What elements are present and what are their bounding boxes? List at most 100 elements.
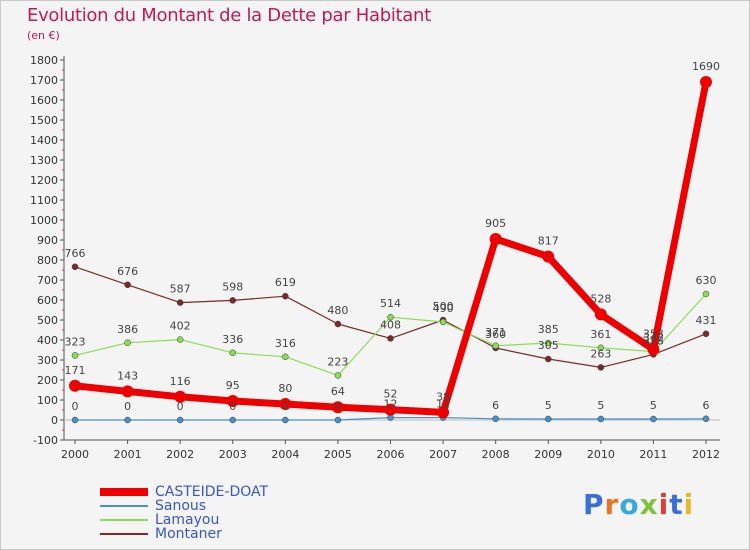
- data-point: [334, 320, 342, 328]
- data-point: [650, 415, 657, 423]
- data-label: 5: [597, 399, 604, 412]
- data-point: [387, 335, 394, 342]
- data-point: [492, 342, 499, 350]
- data-label: 12: [436, 398, 450, 411]
- data-label: 480: [327, 304, 348, 317]
- data-point: [387, 313, 394, 321]
- y-tick-label: 1700: [30, 74, 58, 87]
- data-point: [279, 398, 292, 410]
- data-point: [226, 395, 239, 407]
- data-point: [71, 352, 79, 359]
- data-point: [489, 233, 502, 245]
- data-label: 5: [545, 399, 552, 412]
- x-tick-label: 2005: [324, 448, 352, 461]
- data-label: 386: [117, 323, 138, 336]
- data-label: 514: [380, 297, 401, 310]
- data-point: [545, 339, 552, 347]
- y-tick-label: 1100: [30, 194, 58, 207]
- data-point: [702, 330, 710, 338]
- chart-subtitle: (en €): [27, 29, 60, 42]
- data-label: 619: [275, 276, 296, 289]
- x-tick-label: 2008: [482, 448, 510, 461]
- data-label: 64: [331, 385, 345, 398]
- data-label: 0: [72, 400, 79, 413]
- data-label: 323: [65, 335, 86, 348]
- legend-swatch-lamayou: [100, 519, 148, 521]
- data-point: [71, 416, 79, 424]
- data-label: 143: [117, 369, 138, 382]
- data-point: [545, 415, 552, 423]
- data-label: 171: [65, 364, 86, 377]
- x-tick-label: 2006: [377, 448, 405, 461]
- y-tick-label: 800: [37, 254, 58, 267]
- data-point: [597, 415, 605, 423]
- data-label: 402: [170, 320, 191, 333]
- data-label: 95: [226, 379, 240, 392]
- data-label: 630: [696, 274, 717, 287]
- legend-swatch-casteide-doat: [100, 488, 148, 496]
- data-point: [69, 379, 81, 392]
- data-point: [229, 416, 236, 424]
- data-label: 0: [282, 400, 289, 413]
- data-point: [176, 336, 184, 343]
- data-point: [282, 353, 289, 361]
- data-point: [647, 343, 660, 356]
- data-point: [124, 416, 131, 424]
- data-point: [229, 297, 236, 304]
- data-point: [492, 415, 499, 423]
- data-label: 263: [590, 347, 611, 360]
- y-tick-label: 200: [37, 374, 58, 387]
- logo-letter: o: [619, 488, 640, 521]
- data-label: 5: [650, 399, 657, 412]
- data-point: [437, 406, 450, 419]
- data-point: [545, 355, 552, 363]
- data-label: 1690: [692, 60, 720, 73]
- data-label: 116: [170, 375, 191, 388]
- legend-swatch-montaner: [100, 533, 148, 535]
- data-label: 905: [485, 217, 506, 230]
- data-point: [597, 364, 605, 371]
- legend-swatch-sanous: [100, 505, 148, 507]
- y-tick-label: 0: [51, 414, 58, 427]
- data-point: [439, 318, 447, 326]
- y-tick-label: 1800: [30, 54, 58, 67]
- x-tick-label: 2000: [61, 448, 89, 461]
- data-label: 80: [278, 382, 292, 395]
- data-point: [174, 390, 187, 403]
- x-tick-label: 2004: [271, 448, 299, 461]
- data-label: 361: [590, 328, 611, 341]
- proxiti-logo: Proxiti: [583, 488, 694, 521]
- data-label: 0: [177, 400, 184, 413]
- logo-letter: x: [639, 488, 659, 521]
- y-tick-label: 900: [37, 234, 58, 247]
- y-tick-label: 100: [37, 394, 58, 407]
- data-label: 408: [380, 318, 401, 331]
- data-point: [124, 339, 131, 347]
- data-point: [334, 416, 342, 424]
- data-label: 6: [703, 399, 710, 412]
- logo-letter: r: [604, 488, 620, 521]
- y-tick-label: 1200: [30, 174, 58, 187]
- data-point: [334, 372, 342, 379]
- data-label: 342: [643, 332, 664, 345]
- data-label: 371: [485, 326, 506, 339]
- data-label: 6: [492, 399, 499, 412]
- data-label: 587: [170, 283, 191, 296]
- y-tick-label: 1300: [30, 154, 58, 167]
- data-point: [176, 416, 184, 424]
- data-point: [594, 308, 607, 321]
- data-point: [702, 290, 710, 298]
- data-point: [176, 299, 184, 306]
- data-label: 223: [327, 355, 348, 368]
- data-label: 316: [275, 337, 296, 350]
- logo-letter: t: [669, 488, 684, 521]
- legend-label-lamayou: Lamayou: [155, 512, 220, 528]
- data-label: 0: [229, 400, 236, 413]
- data-point: [124, 281, 131, 289]
- data-label: 431: [696, 314, 717, 327]
- data-point: [702, 415, 710, 423]
- chart-title: Evolution du Montant de la Dette par Hab…: [27, 5, 431, 26]
- x-tick-label: 2009: [534, 448, 562, 461]
- data-point: [384, 403, 397, 416]
